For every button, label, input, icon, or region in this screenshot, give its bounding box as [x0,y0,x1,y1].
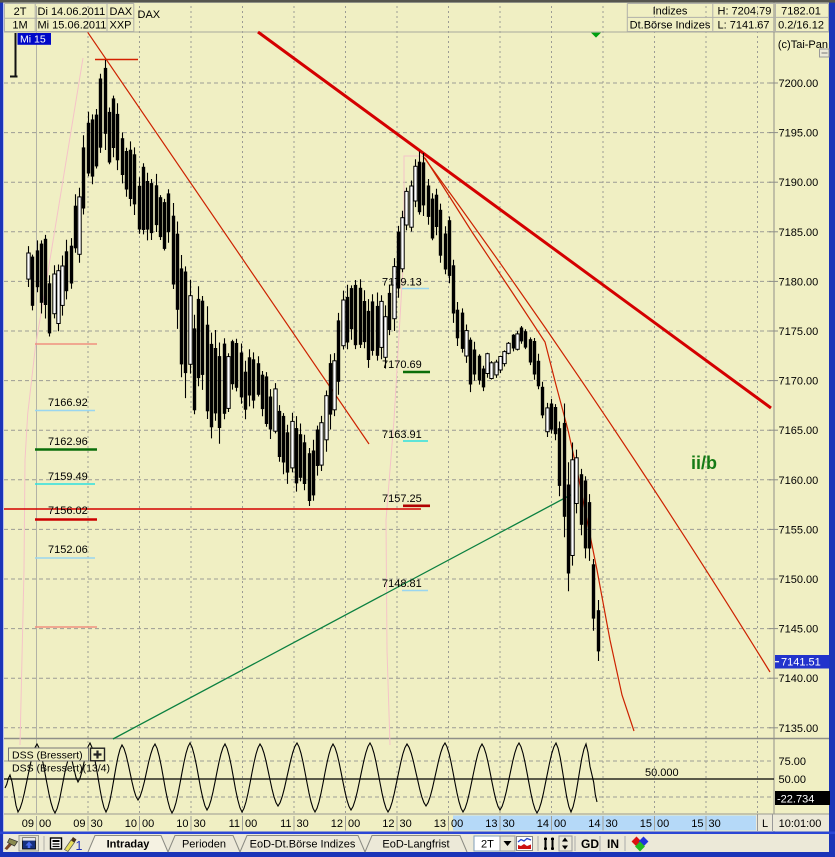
svg-text:1: 1 [76,839,83,853]
svg-text:EoD-Dt.Börse Indizes: EoD-Dt.Börse Indizes [250,839,356,851]
svg-text:14: 14 [537,818,549,830]
svg-text:00: 00 [657,818,669,830]
svg-text:EoD-Langfrist: EoD-Langfrist [382,839,449,851]
svg-text:Mi 15: Mi 15 [20,34,46,46]
svg-text:11: 11 [229,818,240,830]
svg-text:7160.00: 7160.00 [779,475,819,487]
svg-text:12: 12 [382,818,394,830]
svg-text:7175.00: 7175.00 [779,326,819,338]
svg-text:L: L [762,818,768,830]
svg-text:13: 13 [434,818,446,830]
svg-text:DSS (Bressert)(13/4): DSS (Bressert)(13/4) [12,763,110,775]
svg-text:50.00: 50.00 [779,774,807,786]
svg-text:10: 10 [125,818,137,830]
svg-text:0.2/16.12: 0.2/16.12 [778,19,824,31]
svg-text:Intraday: Intraday [107,839,151,851]
svg-text:7155.00: 7155.00 [779,524,819,536]
svg-text:11: 11 [280,818,291,830]
svg-text:10:01:00: 10:01:00 [779,818,822,830]
svg-text:7200.00: 7200.00 [779,78,819,90]
svg-text:00: 00 [245,818,257,830]
svg-text:7166.92: 7166.92 [48,397,88,409]
svg-text:Dt.Börse Indizes: Dt.Börse Indizes [630,19,711,31]
svg-text:IN: IN [607,837,619,851]
svg-text:H: 7204.79: H: 7204.79 [718,6,772,18]
svg-text:2T: 2T [14,6,27,18]
svg-text:30: 30 [194,818,206,830]
svg-text:ii/b: ii/b [691,453,717,473]
svg-text:7152.06: 7152.06 [48,544,88,556]
svg-text:7190.00: 7190.00 [779,177,819,189]
svg-text:7157.25: 7157.25 [382,493,422,505]
svg-text:15: 15 [691,818,703,830]
svg-text:14: 14 [588,818,600,830]
svg-text:7141.51: 7141.51 [781,657,821,669]
svg-text:30: 30 [400,818,412,830]
svg-text:00: 00 [348,818,360,830]
svg-text:15: 15 [640,818,652,830]
svg-text:XXP: XXP [110,20,132,32]
svg-text:Di 14.06.2011: Di 14.06.2011 [38,6,106,18]
svg-text:7159.49: 7159.49 [48,471,88,483]
svg-text:00: 00 [142,818,154,830]
svg-text:7182.01: 7182.01 [781,6,821,18]
svg-text:GD: GD [581,837,599,851]
svg-text:75.00: 75.00 [779,756,807,768]
svg-text:30: 30 [297,818,309,830]
svg-text:7170.69: 7170.69 [382,359,422,371]
svg-text:12: 12 [331,818,343,830]
svg-text:30: 30 [709,818,721,830]
svg-text:7135.00: 7135.00 [779,723,819,735]
svg-text:30: 30 [503,818,515,830]
svg-text:7148.81: 7148.81 [382,578,422,590]
svg-text:2T: 2T [481,839,494,851]
svg-text:7163.91: 7163.91 [382,429,422,441]
svg-text:7185.00: 7185.00 [779,227,819,239]
svg-text:7140.00: 7140.00 [779,673,819,685]
svg-text:7145.00: 7145.00 [779,624,819,636]
svg-text:DSS (Bressert): DSS (Bressert) [12,749,83,761]
svg-text:30: 30 [91,818,103,830]
svg-text:1M: 1M [12,20,27,32]
svg-text:7156.02: 7156.02 [48,505,88,517]
svg-text:7170.00: 7170.00 [779,376,819,388]
svg-text:13: 13 [485,818,497,830]
svg-text:00: 00 [554,818,566,830]
svg-text:7162.96: 7162.96 [48,436,88,448]
svg-text:L: 7141.67: L: 7141.67 [718,19,770,31]
svg-text:DAX: DAX [138,9,161,21]
svg-text:7150.00: 7150.00 [779,574,819,586]
svg-text:7180.00: 7180.00 [779,276,819,288]
svg-text:50.000: 50.000 [645,767,679,779]
svg-text:-22.734: -22.734 [777,794,814,806]
svg-text:7195.00: 7195.00 [779,128,819,140]
svg-text:00: 00 [39,818,51,830]
svg-text:7179.13: 7179.13 [382,277,422,289]
svg-text:(c)Tai-Pan: (c)Tai-Pan [778,39,828,51]
svg-text:Perioden: Perioden [182,839,226,851]
svg-text:Mi 15.06.2011: Mi 15.06.2011 [38,20,107,32]
svg-text:30: 30 [606,818,618,830]
svg-text:10: 10 [176,818,188,830]
svg-text:Indizes: Indizes [653,6,688,18]
svg-text:09: 09 [22,818,34,830]
svg-text:00: 00 [451,818,463,830]
svg-text:DAX: DAX [110,6,133,18]
svg-text:7165.00: 7165.00 [779,425,819,437]
svg-text:09: 09 [73,818,85,830]
